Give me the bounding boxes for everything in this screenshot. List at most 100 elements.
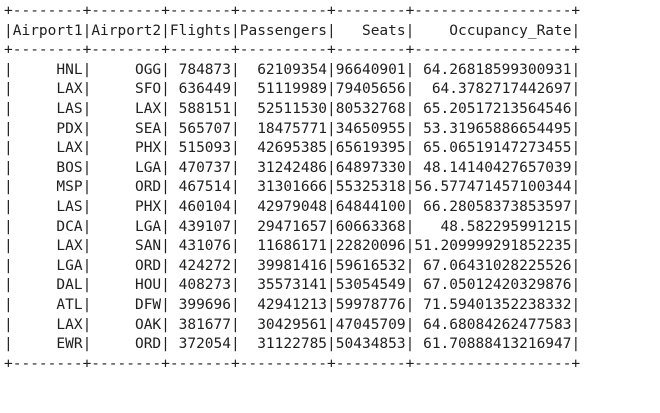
table-cell: 784873 [169, 61, 231, 78]
table-cell: OGG [91, 61, 162, 78]
table-cell: 31242486 [239, 159, 328, 176]
table-cell: 408273 [169, 277, 231, 294]
table-cell: 35573141 [239, 277, 328, 294]
table-row: | LAX| PHX| 515093| 42695385|65619395| 6… [4, 140, 581, 157]
column-header: Airport1 [12, 22, 83, 39]
table-cell: PHX [91, 140, 162, 157]
table-cell: 588151 [169, 100, 231, 117]
table-cell: ORD [91, 336, 162, 353]
table-cell: 65.06519147273455 [414, 140, 572, 157]
table-row: | DCA| LGA| 439107| 29471657|60663368| 4… [4, 218, 581, 235]
table-row: | DAL| HOU| 408273| 35573141|53054549| 6… [4, 277, 581, 294]
table-row: | LAX| SAN| 431076| 11686171|22820096|51… [4, 238, 581, 255]
table-cell: 31122785 [239, 336, 328, 353]
table-row: | LAX| SFO| 636449| 51119989|79405656| 6… [4, 81, 581, 98]
table-cell: 515093 [169, 140, 231, 157]
column-header: Occupancy_Rate [414, 22, 572, 39]
column-header: Passengers [239, 22, 328, 39]
table-cell: 64897330 [335, 159, 406, 176]
table-cell: EWR [12, 336, 83, 353]
table-cell: DFW [91, 296, 162, 313]
table-cell: 79405656 [335, 81, 406, 98]
table-cell: 636449 [169, 81, 231, 98]
table-cell: 47045709 [335, 316, 406, 333]
table-row: | ATL| DFW| 399696| 42941213|59978776| 7… [4, 296, 581, 313]
table-cell: 42695385 [239, 140, 328, 157]
table-cell: ORD [91, 257, 162, 274]
table-cell: 64.26818599300931 [414, 61, 572, 78]
table-cell: ATL [12, 296, 83, 313]
table-cell: 62109354 [239, 61, 328, 78]
column-header: Airport2 [91, 22, 162, 39]
table-cell: 18475771 [239, 120, 328, 137]
table-cell: LAX [12, 316, 83, 333]
table-cell: BOS [12, 159, 83, 176]
table-cell: 39981416 [239, 257, 328, 274]
table-cell: 64.68084262477583 [414, 316, 572, 333]
table-cell: LGA [91, 159, 162, 176]
table-cell: 29471657 [239, 218, 328, 235]
table-cell: PDX [12, 120, 83, 137]
table-cell: 50434853 [335, 336, 406, 353]
table-cell: 64844100 [335, 198, 406, 215]
table-cell: LAX [12, 140, 83, 157]
table-cell: 42979048 [239, 198, 328, 215]
table-cell: HOU [91, 277, 162, 294]
query-result-table: +--------+--------+-------+----------+--… [4, 2, 654, 374]
table-cell: 467514 [169, 179, 231, 196]
table-cell: 96640901 [335, 61, 406, 78]
table-cell: LAS [12, 198, 83, 215]
column-header: Seats [335, 22, 406, 39]
table-cell: 565707 [169, 120, 231, 137]
table-cell: SEA [91, 120, 162, 137]
table-border: +--------+--------+-------+----------+--… [4, 355, 581, 372]
table-cell: 11686171 [239, 238, 328, 255]
table-cell: 67.05012420329876 [414, 277, 572, 294]
table-cell: 51.209999291852235 [414, 238, 572, 255]
table-cell: 59616532 [335, 257, 406, 274]
table-cell: LAX [12, 81, 83, 98]
table-cell: SFO [91, 81, 162, 98]
table-cell: OAK [91, 316, 162, 333]
table-cell: 67.06431028225526 [414, 257, 572, 274]
column-header: Flights [169, 22, 231, 39]
console-output: +--------+--------+-------+----------+--… [4, 2, 654, 410]
table-cell: 53.31965886654495 [414, 120, 572, 137]
table-row: | LAS| LAX| 588151| 52511530|80532768| 6… [4, 100, 581, 117]
table-cell: 59978776 [335, 296, 406, 313]
table-cell: 31301666 [239, 179, 328, 196]
table-cell: HNL [12, 61, 83, 78]
table-cell: LGA [91, 218, 162, 235]
table-cell: 48.582295991215 [414, 218, 572, 235]
table-cell: 60663368 [335, 218, 406, 235]
table-cell: 460104 [169, 198, 231, 215]
table-cell: 381677 [169, 316, 231, 333]
table-row: | HNL| OGG| 784873| 62109354|96640901| 6… [4, 61, 581, 78]
table-row: | PDX| SEA| 565707| 18475771|34650955| 5… [4, 120, 581, 137]
table-row: | LAS| PHX| 460104| 42979048|64844100| 6… [4, 198, 581, 215]
table-cell: 52511530 [239, 100, 328, 117]
table-cell: LAS [12, 100, 83, 117]
table-row: | EWR| ORD| 372054| 31122785|50434853| 6… [4, 336, 581, 353]
table-cell: 65.20517213564546 [414, 100, 572, 117]
table-cell: 56.577471457100344 [414, 179, 572, 196]
table-cell: LAX [12, 238, 83, 255]
table-cell: DCA [12, 218, 83, 235]
table-cell: DAL [12, 277, 83, 294]
table-cell: LAX [91, 100, 162, 117]
table-cell: 22820096 [335, 238, 406, 255]
table-cell: 66.28058373853597 [414, 198, 572, 215]
table-cell: 34650955 [335, 120, 406, 137]
table-cell: 431076 [169, 238, 231, 255]
table-cell: 470737 [169, 159, 231, 176]
table-cell: LGA [12, 257, 83, 274]
table-row: | BOS| LGA| 470737| 31242486|64897330| 4… [4, 159, 581, 176]
table-cell: SAN [91, 238, 162, 255]
table-cell: 424272 [169, 257, 231, 274]
table-row: | MSP| ORD| 467514| 31301666|55325318|56… [4, 179, 581, 196]
table-cell: 53054549 [335, 277, 406, 294]
table-cell: MSP [12, 179, 83, 196]
table-cell: 51119989 [239, 81, 328, 98]
table-cell: ORD [91, 179, 162, 196]
table-cell: 61.70888413216947 [414, 336, 572, 353]
